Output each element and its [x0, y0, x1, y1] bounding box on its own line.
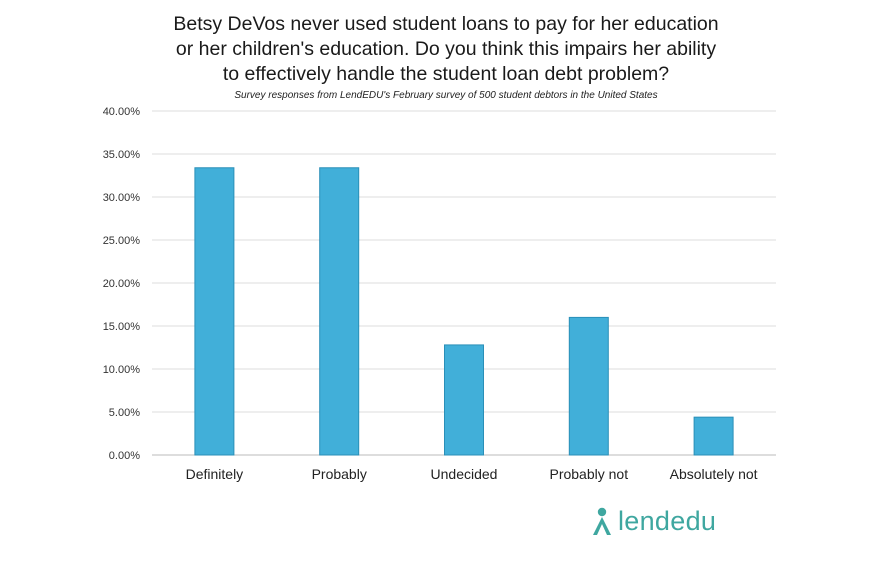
chart-title-line-2: or her children's education. Do you thin… [175, 38, 717, 60]
chart-title-line-1: Betsy DeVos never used student loans to … [173, 13, 719, 35]
x-tick-label: Definitely [186, 466, 244, 482]
bar [693, 416, 734, 456]
lendedu-logo: lendedu [590, 506, 716, 537]
x-tick-label: Absolutely not [670, 466, 758, 482]
chart-title-line-3: to effectively handle the student loan d… [222, 63, 670, 85]
x-tick-label: Probably [312, 466, 367, 482]
y-tick-label: 30.00% [103, 192, 141, 204]
lendedu-logo-text: lendedu [618, 506, 717, 536]
x-tick-label: Probably not [549, 466, 628, 482]
y-tick-label: 10.00% [103, 364, 141, 376]
bar [194, 167, 235, 456]
y-tick-label: 35.00% [103, 149, 141, 161]
lendedu-logo-icon [593, 507, 611, 535]
y-tick-label: 15.00% [103, 321, 141, 333]
bar [319, 167, 360, 456]
y-tick-label: 20.00% [103, 278, 141, 290]
chart-subtitle: Survey responses from LendEDU's February… [234, 90, 658, 101]
y-tick-label: 40.00% [103, 106, 141, 118]
bar [444, 344, 484, 456]
x-tick-label: Undecided [431, 466, 498, 482]
y-tick-label: 0.00% [109, 450, 140, 462]
chart-title: Betsy DeVos never used student loans to … [0, 12, 892, 87]
y-tick-label: 5.00% [109, 407, 140, 419]
bar [568, 316, 609, 456]
y-tick-label: 25.00% [103, 235, 141, 247]
